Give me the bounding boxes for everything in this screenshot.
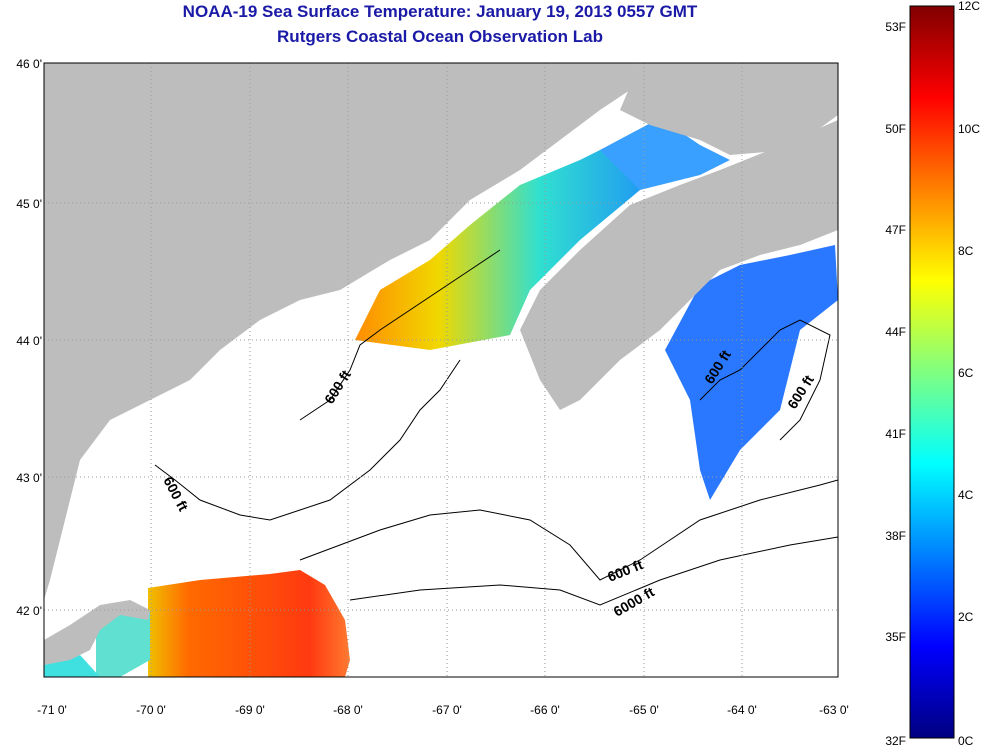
colorbar-c-label: 2C bbox=[958, 610, 974, 624]
lat-tick-label: 46 0' bbox=[16, 57, 42, 71]
lat-axis: 46 0' 45 0' 44 0' 43 0' 42 0' bbox=[16, 57, 42, 618]
lon-axis: -71 0' -70 0' -69 0' -68 0' -67 0' -66 0… bbox=[37, 703, 849, 717]
sst-patch-gulf-maine-east bbox=[355, 130, 690, 350]
sst-patch-georges-bank bbox=[148, 570, 350, 677]
colorbar-f-label: 53F bbox=[885, 20, 906, 34]
colorbar-c-label: 0C bbox=[958, 734, 974, 748]
colorbar-f-label: 50F bbox=[885, 122, 906, 136]
graticule bbox=[44, 63, 838, 677]
contour-600ft-scotian bbox=[699, 319, 831, 441]
lon-tick-label: -71 0' bbox=[37, 703, 67, 717]
colorbar-f-label: 32F bbox=[885, 734, 906, 748]
colorbar-c-label: 12C bbox=[958, 0, 980, 13]
land-cape-cod bbox=[44, 600, 150, 665]
map-subtitle: Rutgers Coastal Ocean Observation Lab bbox=[277, 27, 603, 46]
map-frame bbox=[43, 62, 839, 678]
lon-tick-label: -66 0' bbox=[530, 703, 560, 717]
lat-tick-label: 42 0' bbox=[16, 604, 42, 618]
sst-patch-bay-fundy bbox=[600, 118, 730, 190]
lon-tick-label: -68 0' bbox=[333, 703, 363, 717]
colorbar-c-label: 10C bbox=[958, 122, 980, 136]
land-new-england bbox=[44, 63, 640, 600]
colorbar-f-label: 47F bbox=[885, 223, 906, 237]
contour-600ft-west bbox=[154, 359, 461, 521]
colorbar-c-labels: 12C 10C 8C 6C 4C 2C 0C bbox=[958, 0, 980, 748]
lon-tick-label: -65 0' bbox=[629, 703, 659, 717]
lat-tick-label: 44 0' bbox=[16, 334, 42, 348]
lon-tick-label: -70 0' bbox=[136, 703, 166, 717]
lat-tick-label: 45 0' bbox=[16, 197, 42, 211]
colorbar-f-label: 38F bbox=[885, 529, 906, 543]
lon-tick-label: -64 0' bbox=[727, 703, 757, 717]
colorbar-f-label: 35F bbox=[885, 630, 906, 644]
lat-tick-label: 43 0' bbox=[16, 471, 42, 485]
contour-600ft-central bbox=[299, 249, 501, 421]
colorbar-f-label: 41F bbox=[885, 427, 906, 441]
land-new-brunswick bbox=[620, 63, 838, 155]
colorbar-c-label: 8C bbox=[958, 244, 974, 258]
contour-6000ft bbox=[349, 536, 838, 606]
colorbar-c-label: 4C bbox=[958, 488, 974, 502]
colorbar-f-label: 44F bbox=[885, 325, 906, 339]
colorbar-f-labels: 53F 50F 47F 44F 41F 38F 35F 32F bbox=[885, 20, 906, 748]
lon-tick-label: -69 0' bbox=[235, 703, 265, 717]
sst-patch-cape-cod bbox=[44, 655, 100, 677]
sst-patch-nantucket bbox=[96, 610, 150, 677]
contour-600ft-georges bbox=[299, 479, 838, 581]
colorbar bbox=[909, 5, 955, 739]
land-nova-scotia bbox=[520, 120, 838, 410]
colorbar-c-label: 6C bbox=[958, 366, 974, 380]
sst-patch-scotian-shelf bbox=[665, 245, 838, 500]
lon-tick-label: -67 0' bbox=[432, 703, 462, 717]
map-title: NOAA-19 Sea Surface Temperature: January… bbox=[182, 2, 698, 21]
lon-tick-label: -63 0' bbox=[819, 703, 849, 717]
